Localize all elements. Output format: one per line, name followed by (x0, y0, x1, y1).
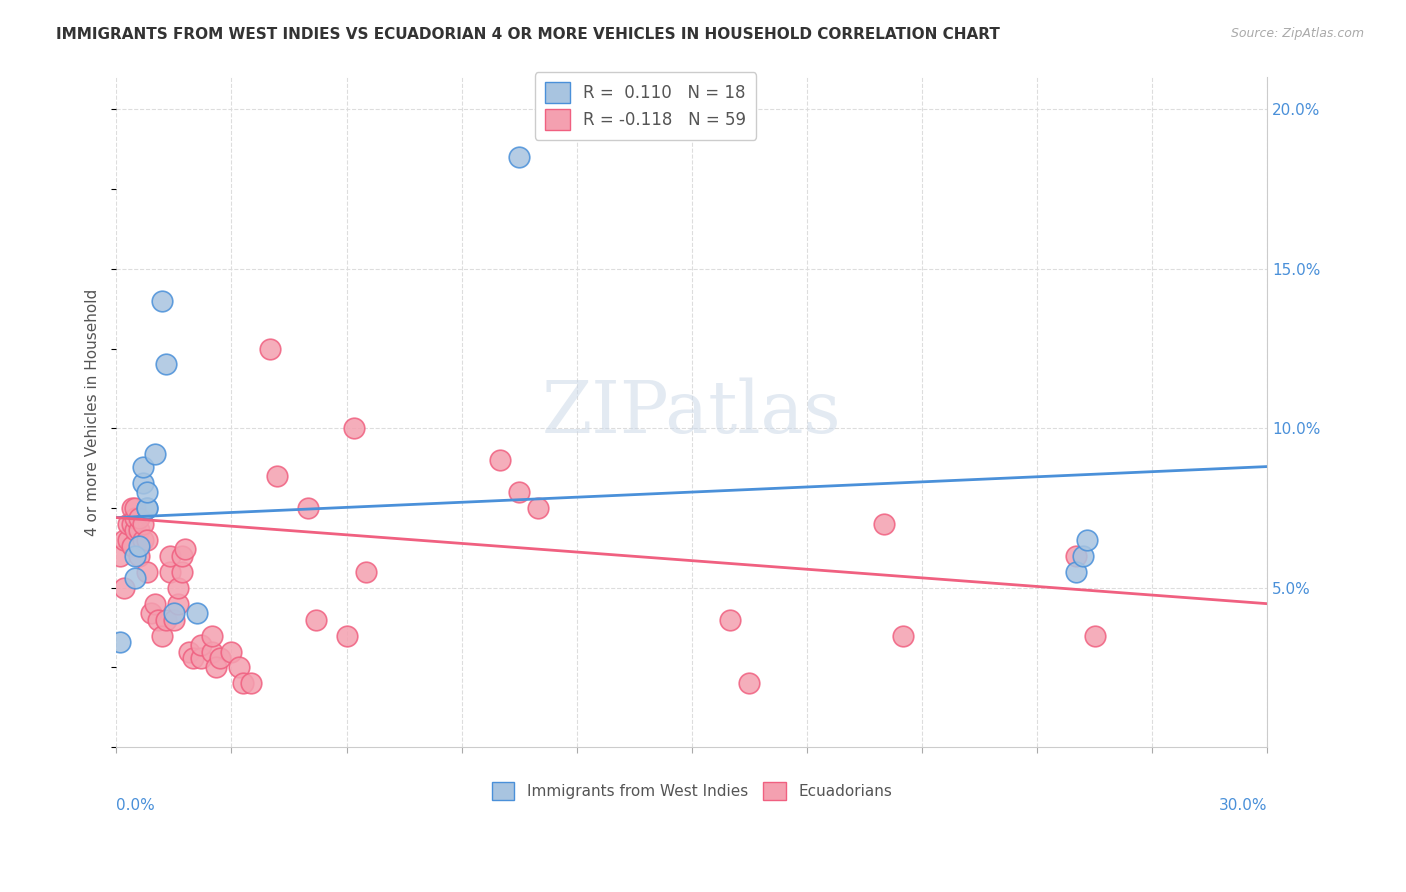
Text: Source: ZipAtlas.com: Source: ZipAtlas.com (1230, 27, 1364, 40)
Point (1084, 629, 1107, 643)
Point (121, 539, 143, 553)
Point (163, 607, 186, 621)
Point (190, 638, 212, 652)
Point (873, 516, 896, 531)
Point (163, 613, 186, 627)
Point (201, 644, 224, 658)
Point (117, 516, 139, 531)
Point (1064, 549, 1087, 563)
Point (143, 447, 166, 461)
Point (124, 524, 146, 538)
Point (132, 475, 155, 490)
Point (718, 613, 741, 627)
Y-axis label: 4 or more Vehicles in Household: 4 or more Vehicles in Household (86, 289, 100, 536)
Point (232, 676, 254, 690)
Point (259, 342, 281, 356)
Point (228, 660, 250, 674)
Point (124, 549, 146, 563)
Text: ZIPatlas: ZIPatlas (543, 377, 842, 448)
Point (136, 485, 159, 500)
Point (136, 501, 159, 516)
Point (186, 607, 208, 621)
Point (108, 635, 131, 649)
Point (1076, 533, 1098, 547)
Point (166, 597, 188, 611)
Point (354, 565, 377, 579)
Text: 0.0%: 0.0% (117, 798, 155, 814)
Point (121, 501, 143, 516)
Point (205, 660, 228, 674)
Point (891, 629, 914, 643)
Point (208, 651, 231, 665)
Point (159, 549, 181, 563)
Point (508, 150, 530, 164)
Point (155, 613, 177, 627)
Point (266, 469, 288, 483)
Point (121, 516, 143, 531)
Point (117, 533, 139, 547)
Point (170, 549, 193, 563)
Point (150, 629, 173, 643)
Point (170, 565, 193, 579)
Point (508, 485, 530, 500)
Point (112, 533, 135, 547)
Point (108, 549, 131, 563)
Point (150, 293, 173, 308)
Point (159, 565, 181, 579)
Point (489, 453, 512, 467)
Point (155, 358, 177, 372)
Point (132, 459, 155, 474)
Point (1071, 549, 1094, 563)
Point (124, 501, 146, 516)
Point (201, 629, 224, 643)
Point (181, 651, 204, 665)
Point (112, 581, 135, 595)
Point (1064, 565, 1087, 579)
Point (738, 676, 761, 690)
Point (128, 539, 150, 553)
Point (527, 501, 550, 516)
Point (139, 607, 162, 621)
Point (128, 524, 150, 538)
Point (136, 533, 159, 547)
Point (136, 565, 159, 579)
Point (335, 629, 357, 643)
Point (166, 581, 188, 595)
Point (124, 510, 146, 524)
Point (143, 597, 166, 611)
Point (128, 510, 150, 524)
Point (343, 421, 366, 435)
Point (132, 516, 155, 531)
Text: 30.0%: 30.0% (1219, 798, 1267, 814)
Point (132, 533, 155, 547)
Text: IMMIGRANTS FROM WEST INDIES VS ECUADORIAN 4 OR MORE VEHICLES IN HOUSEHOLD CORREL: IMMIGRANTS FROM WEST INDIES VS ECUADORIA… (56, 27, 1000, 42)
Point (239, 676, 262, 690)
Point (221, 644, 243, 658)
Point (136, 501, 159, 516)
Point (297, 501, 319, 516)
Point (179, 644, 201, 658)
Point (124, 571, 146, 585)
Point (190, 651, 212, 665)
Legend: Immigrants from West Indies, Ecuadorians: Immigrants from West Indies, Ecuadorians (485, 776, 898, 806)
Point (174, 542, 197, 557)
Point (148, 613, 170, 627)
Point (128, 549, 150, 563)
Point (305, 613, 328, 627)
